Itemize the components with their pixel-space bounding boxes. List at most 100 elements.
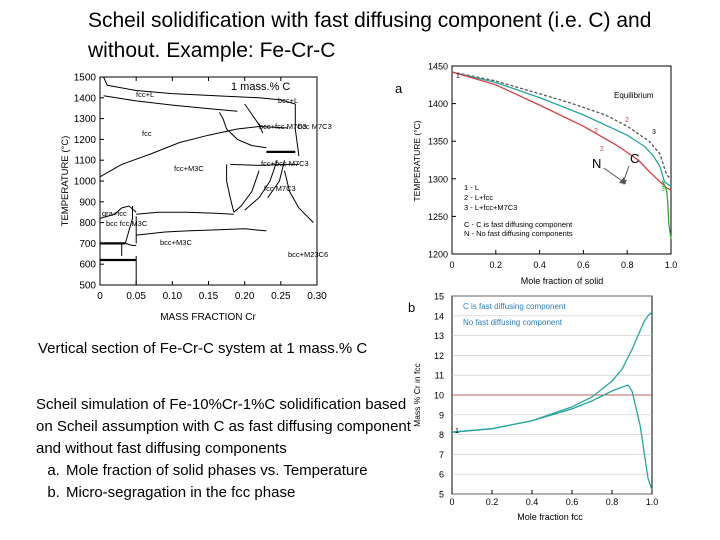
x-tick-label: 0.10	[163, 291, 183, 302]
x-tick-label: 0.4	[533, 260, 546, 270]
phase-boundary	[124, 206, 133, 244]
y-tick-label: 5	[439, 490, 444, 500]
series-equilibrium	[451, 71, 672, 180]
series-c-fast	[451, 71, 672, 187]
phase-boundary	[103, 76, 296, 105]
y-tick-label: 1350	[428, 137, 448, 147]
x-tick-label: 0.2	[486, 497, 499, 507]
x-tick-label: 1.0	[665, 260, 678, 270]
start-point-label: 1	[455, 428, 459, 435]
figure-label-b: b	[408, 300, 415, 315]
region-label: bcc M7C3	[298, 122, 332, 131]
x-axis-label: Mole fraction of solid	[521, 276, 604, 286]
y-tick-label: 1300	[428, 174, 448, 184]
x-tick-label: 0.25	[271, 291, 291, 302]
scheil-caption-intro: Scheil simulation of Fe-10%Cr-1%C solidi…	[36, 396, 411, 457]
phase-boundary	[294, 104, 300, 157]
y-tick-label: 1400	[74, 93, 97, 104]
y-tick-label: 1100	[74, 156, 96, 167]
chart-title: 1 mass.% C	[231, 81, 290, 93]
phase-boundary	[99, 205, 137, 219]
region-label: fcc+M3C	[174, 164, 204, 173]
region-label: fcc+bcc M7C3	[261, 159, 309, 168]
region-number: 2	[594, 128, 598, 135]
legend-item: N - No fast diffusing components	[464, 229, 573, 238]
y-tick-label: 1200	[428, 250, 448, 260]
y-tick-label: 500	[79, 281, 96, 292]
y-tick-label: 15	[434, 292, 444, 302]
legend-item: 1 - L	[464, 183, 479, 192]
y-tick-label: 14	[434, 311, 444, 321]
phase-boundary	[103, 95, 238, 112]
y-tick-label: 1400	[428, 99, 448, 109]
phase-boundary	[267, 160, 285, 198]
x-tick-label: 0	[449, 497, 454, 507]
y-tick-label: 9	[439, 410, 444, 420]
y-tick-label: 600	[79, 260, 96, 271]
region-number: 2	[600, 146, 604, 153]
scheil-caption-item-b: Micro-segragation in the fcc phase	[64, 482, 416, 504]
y-tick-label: 900	[79, 197, 96, 208]
series-n-nofast	[451, 71, 672, 191]
series-c-label: C	[630, 151, 639, 166]
region-label: bcc+L	[278, 96, 298, 105]
region-label: fcc+L	[136, 90, 154, 99]
y-axis-label: Mass % Cr in fcc	[412, 362, 422, 427]
region-label: gra+fcc	[102, 209, 127, 218]
y-tick-label: 1500	[74, 73, 97, 84]
y-tick-label: 8	[439, 430, 444, 440]
legend-item-fast: C is fast diffusing component	[463, 302, 566, 311]
legend-item: C - C is fast diffusing component	[464, 220, 573, 229]
figure-label-a: a	[395, 81, 403, 96]
legend-item: 3 - L+fcc+M7C3	[464, 203, 517, 212]
x-tick-label: 0	[97, 291, 103, 302]
plot-frame	[451, 65, 672, 255]
n-arrow-head	[619, 177, 626, 184]
y-tick-label: 1200	[74, 135, 97, 146]
n-arrow	[603, 167, 623, 182]
scheil-caption-list: Mole fraction of solid phases vs. Temper…	[36, 460, 416, 504]
y-tick-label: 700	[79, 239, 96, 250]
legend-item: 2 - L+fcc	[464, 193, 493, 202]
x-tick-label: 1.0	[646, 497, 659, 507]
vertical-section-caption: Vertical section of Fe-Cr-C system at 1 …	[38, 340, 368, 357]
x-tick-label: 0.15	[199, 291, 219, 302]
region-label: bcc+M23C6	[288, 250, 328, 259]
region-number: 2	[625, 117, 629, 124]
x-tick-label: 0.4	[526, 497, 539, 507]
phase-boundary	[218, 112, 267, 149]
legend: 1 - L 2 - L+fcc 3 - L+fcc+M7C3 C - C is …	[464, 183, 573, 238]
region-label: bcc+fcc M7C3	[259, 122, 307, 131]
phase-boundary	[244, 160, 278, 211]
y-tick-label: 12	[434, 351, 444, 361]
phase-boundary	[136, 228, 267, 236]
y-axis-label: TEMPERATURE (°C)	[60, 136, 71, 227]
phase-boundary	[244, 103, 264, 134]
region-number: 1	[456, 73, 460, 80]
x-tick-label: 0	[449, 260, 454, 270]
series-no-fast	[451, 384, 653, 491]
x-tick-label: 0.6	[566, 497, 579, 507]
phase-boundary	[233, 170, 260, 213]
y-tick-label: 11	[435, 371, 444, 381]
series-three-phase	[661, 180, 672, 240]
y-tick-label: 1250	[428, 212, 448, 222]
y-tick-label: 1000	[74, 177, 97, 188]
region-label: bcc+M3C	[160, 238, 192, 247]
series-n-label: N	[592, 156, 601, 171]
phase-boundary	[230, 163, 299, 166]
x-axis-label: MASS FRACTION Cr	[160, 312, 256, 323]
y-axis-label: TEMPERATURE (°C)	[412, 120, 422, 201]
x-tick-label: 0.20	[235, 291, 255, 302]
x-tick-label: 0.6	[577, 260, 590, 270]
y-tick-label: 10	[434, 391, 444, 401]
y-tick-label: 7	[439, 450, 444, 460]
x-tick-label: 0.8	[606, 497, 619, 507]
x-tick-label: 0.05	[126, 291, 146, 302]
region-label: fcc M7C3	[264, 184, 296, 193]
region-label: bcc fcc M3C	[106, 219, 148, 228]
phase-diagram-chart: 0 0.05 0.10 0.15 0.20 0.25 0.30 500 600 700 800 900…	[60, 73, 332, 324]
scheil-temperature-chart: a 0 0.2 0.4 0.6 0.8 1.0 1200 1250 1300 1350 1400 14…	[395, 62, 678, 287]
phase-boundary	[125, 242, 137, 246]
y-tick-label: 800	[79, 218, 96, 229]
